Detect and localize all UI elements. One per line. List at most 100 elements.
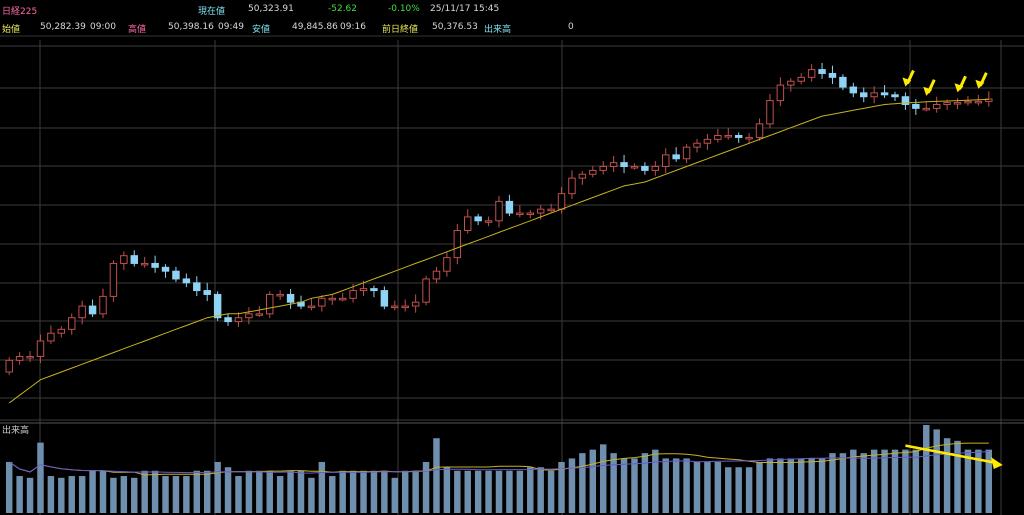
volume-ma-line [8,442,989,476]
volume-bar [735,467,742,513]
candles-layer [5,63,993,376]
volume-bar [349,470,357,513]
candle-body [703,138,712,144]
volume-bar [464,470,471,513]
volume-bar [37,442,44,513]
candle-body [932,103,941,109]
change-percent: -0.10% [388,4,420,14]
candle-body [505,200,514,214]
moving-average-line [8,98,989,404]
volume-bar [266,470,273,513]
open-label: 始値 [2,25,21,35]
arrow-head [975,79,985,89]
volume-bar [547,470,555,513]
volume-bar [975,449,982,513]
open-time: 09:00 [90,22,116,32]
volume-bar [360,470,367,513]
volume-panel-label: 出来高 [2,424,29,436]
volume-bar [495,470,503,513]
volume-bar [912,449,920,513]
candle-body [766,100,774,125]
candle-body [964,100,972,104]
candle-body [849,86,858,94]
volume-bar [370,470,378,513]
volume-bar [381,470,388,513]
candle-body [599,166,607,171]
change-value: -52.62 [328,4,358,14]
candle-body [943,102,951,105]
volume-bar [579,453,586,513]
candle-body [516,212,524,216]
volume-bar [474,470,482,513]
candle-body [797,76,805,82]
volume-bar [693,461,701,513]
volume-bar [68,476,75,513]
volume-bar [89,470,96,513]
volume-bar [620,458,628,513]
candle-body [276,293,284,297]
volume-bar [58,477,65,513]
candle-body [203,290,211,295]
candle-body [651,166,660,171]
candle-body [464,216,472,231]
candle-body [151,262,159,268]
volume-bar [516,470,524,513]
prev-close-label: 前日終値 [382,25,419,35]
candle-body [15,355,24,361]
candle-body [255,313,264,316]
volume-bar [506,470,513,513]
candle-body [547,208,555,212]
volume-bar [808,458,815,513]
volume-bar [589,449,597,513]
candle-body [338,297,347,301]
candle-body [99,295,107,315]
annotation-arrows-layer [902,69,1003,469]
candle-body [880,92,889,96]
candle-body [839,76,847,88]
volume-bar [923,425,930,513]
volume-trend-arrow-shaft [905,444,998,465]
volume-bar [714,461,722,513]
candle-body [286,293,295,303]
low-time: 09:16 [340,22,366,32]
candle-body [641,166,649,171]
volume-bar [829,453,836,513]
volume-bar [287,470,294,513]
volume-bar [162,476,169,513]
candle-body [224,317,232,323]
volume-bar [412,470,419,513]
volume-bar [47,476,55,513]
chart-grid [0,35,1024,515]
volume-bar [391,477,399,513]
candle-body [495,200,503,222]
candle-body [109,262,118,297]
candle-body [411,301,420,307]
candle-body [234,317,243,323]
symbol-name: 日経225 [2,7,38,17]
candle-body [78,305,86,319]
candle-body [213,293,222,319]
candle-body [443,257,451,272]
volume-bar [818,458,826,513]
candle-body [536,208,545,214]
volume-bar [26,477,34,513]
volume-bar [224,467,232,513]
volume-bar [193,470,201,513]
candle-body [401,305,409,309]
volume-bar [881,449,888,513]
candle-body [787,80,795,86]
candle-body [380,290,389,307]
volume-bar [172,476,180,513]
candle-body [88,305,97,315]
high-time: 09:49 [218,22,244,32]
candle-body [755,123,764,138]
volume-bar [318,461,326,513]
volume-bar [558,461,565,513]
volume-bar [537,467,544,513]
volume-bar [454,470,461,513]
candle-body [891,94,899,98]
candle-body [130,255,138,264]
candle-body [609,162,618,168]
candle-body [5,359,13,373]
